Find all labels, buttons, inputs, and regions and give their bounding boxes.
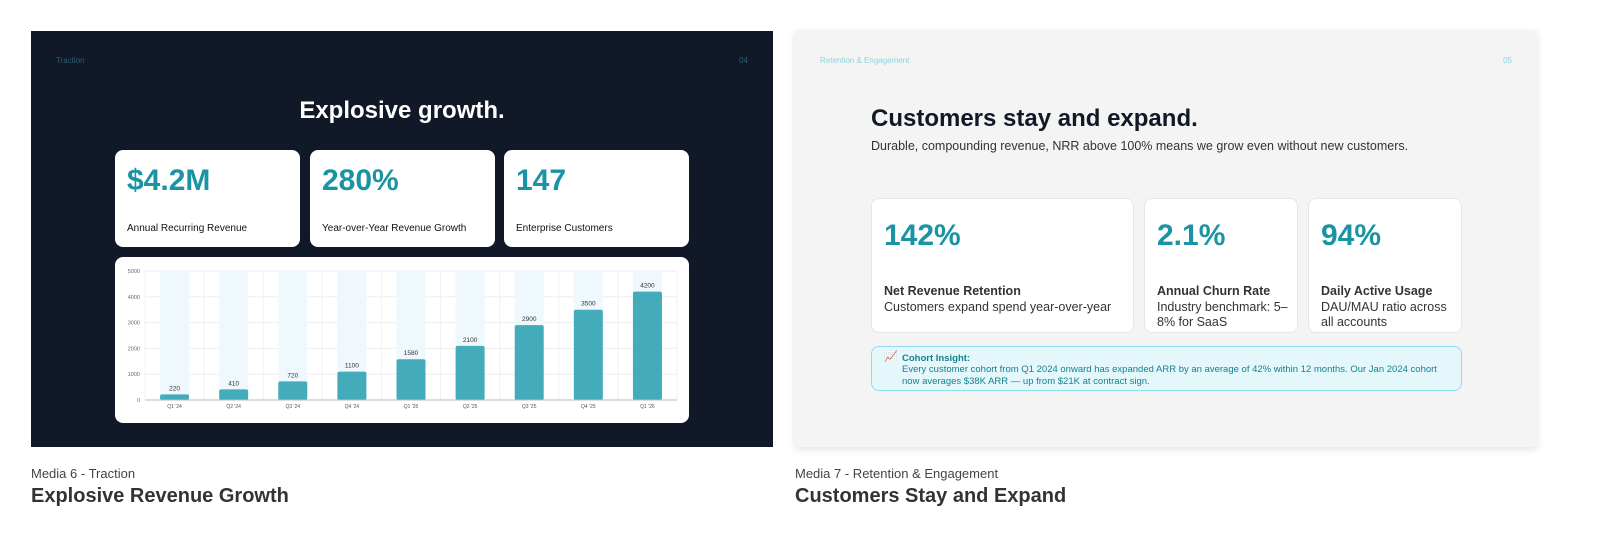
y-tick-label: 2000: [128, 346, 140, 352]
bar: [278, 381, 308, 400]
data-label: 1580: [404, 350, 419, 357]
y-tick-label: 3000: [128, 321, 140, 327]
metric-desc: Industry benchmark: 5–8% for SaaS: [1157, 300, 1288, 329]
y-tick-label: 1000: [128, 372, 140, 378]
x-tick-label: Q4 '24: [345, 404, 360, 410]
chart-increasing-icon: 📈: [884, 351, 898, 363]
metric-card: 142% Net Revenue Retention Customers expan…: [871, 198, 1134, 333]
page-number: 05: [1503, 56, 1512, 65]
media-title: Explosive Revenue Growth: [31, 485, 289, 507]
bar: [337, 371, 367, 400]
slide-heading: Explosive growth.: [299, 97, 505, 124]
data-label: 1100: [345, 363, 359, 370]
x-tick-label: Q2 '24: [226, 404, 241, 410]
metric-desc: DAU/MAU ratio across all accounts: [1321, 300, 1447, 329]
data-label: 220: [169, 385, 180, 392]
insight-title: Cohort Insight:: [902, 353, 971, 364]
metric-value: 142%: [884, 219, 961, 252]
x-tick-label: Q4 '25: [581, 404, 596, 410]
revenue-chart-card: 0 1000 2000 3000 4000 5000 220 Q1 '24 410 Q2 '24 7…: [115, 257, 689, 423]
x-tick-label: Q1 '26: [640, 404, 655, 410]
data-label: 4200: [640, 283, 655, 290]
kpi-card: 280% Year-over-Year Revenue Growth: [310, 150, 495, 247]
bar-background: [278, 271, 308, 400]
slide-subheading: Durable, compounding revenue, NRR above …: [871, 139, 1409, 153]
bar: [455, 345, 485, 400]
x-tick-label: Q3 '24: [285, 404, 300, 410]
media-caption: Media 6 - Traction: [31, 466, 136, 481]
bar: [573, 309, 603, 400]
data-label: 720: [287, 372, 298, 379]
section-label: Retention & Engagement: [820, 56, 910, 65]
metric-title: Net Revenue Retention: [884, 284, 1021, 298]
metric-value: 94%: [1321, 219, 1382, 252]
media-caption: Media 7 - Retention & Engagement: [795, 466, 999, 481]
cohort-insight-callout: 📈 Cohort Insight: Every customer cohort …: [871, 346, 1462, 391]
metric-card: 2.1% Annual Churn Rate Industry benchmark:…: [1144, 198, 1298, 333]
bar: [632, 291, 662, 400]
media-title: Customers Stay and Expand: [795, 485, 1067, 507]
y-tick-label: 4000: [128, 295, 140, 301]
data-label: 410: [228, 380, 239, 387]
kpi-value: $4.2M: [127, 164, 211, 197]
x-tick-label: Q3 '25: [522, 404, 537, 410]
y-tick-label: 5000: [128, 269, 140, 275]
kpi-value: 280%: [322, 164, 399, 197]
y-tick-label: 0: [137, 398, 140, 404]
kpi-label: Enterprise Customers: [516, 223, 613, 234]
kpi-card: $4.2M Annual Recurring Revenue: [115, 150, 300, 247]
x-tick-label: Q1 '24: [167, 404, 182, 410]
slide-heading: Customers stay and expand.: [871, 105, 1198, 132]
revenue-bar-chart: 0 1000 2000 3000 4000 5000 220 Q1 '24 410 Q2 '24 7…: [128, 269, 678, 410]
metric-value: 2.1%: [1157, 219, 1226, 252]
bar: [219, 389, 249, 400]
insight-text: Every customer cohort from Q1 2024 onwar…: [902, 364, 1437, 387]
traction-slide: Traction 04 Explosive growth. $4.2M Annua…: [31, 31, 773, 447]
bar-background: [219, 271, 249, 400]
page-number: 04: [739, 56, 748, 65]
data-label: 3500: [581, 301, 596, 308]
x-tick-label: Q2 '25: [463, 404, 478, 410]
x-tick-label: Q1 '25: [404, 404, 419, 410]
metric-title: Annual Churn Rate: [1157, 284, 1271, 298]
kpi-label: Year-over-Year Revenue Growth: [322, 223, 467, 234]
metric-desc: Customers expand spend year-over-year: [884, 300, 1112, 314]
bar: [514, 325, 544, 400]
bar: [160, 394, 190, 400]
bar: [396, 359, 426, 400]
kpi-value: 147: [516, 164, 567, 197]
kpi-card: 147 Enterprise Customers: [504, 150, 689, 247]
kpi-label: Annual Recurring Revenue: [127, 223, 248, 234]
section-label: Traction: [56, 56, 85, 65]
data-label: 2100: [463, 337, 478, 344]
retention-slide: Retention & Engagement 05 Customers stay…: [795, 31, 1537, 447]
data-label: 2900: [522, 316, 537, 323]
bar-background: [160, 271, 190, 400]
metric-card: 94% Daily Active Usage DAU/MAU ratio acros…: [1308, 198, 1462, 333]
metric-title: Daily Active Usage: [1321, 284, 1433, 298]
